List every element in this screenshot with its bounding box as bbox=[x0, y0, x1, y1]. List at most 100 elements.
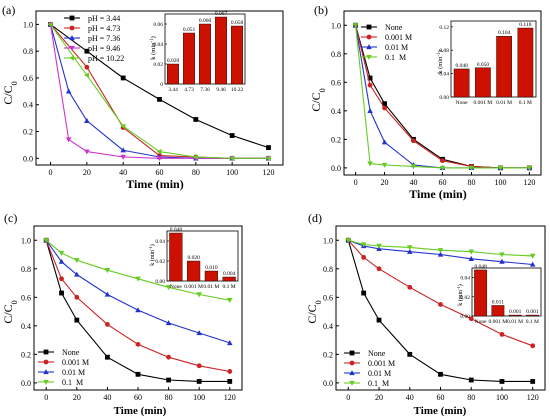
panel-c: (c) 0 20 40 60 80 100 120 0.0 0.2 0.4 0.6 0.8 1.0 Ti… bbox=[1, 211, 243, 417]
data-point bbox=[352, 23, 359, 29]
panel-b-legend: None 0.001 M 0.01 M 0.1 M bbox=[361, 23, 412, 62]
inset-bar-value-label: 0.001 bbox=[526, 309, 539, 315]
legend-label-0-001-m: 0.001 M bbox=[368, 359, 395, 368]
data-point bbox=[105, 322, 110, 327]
legend-label-0-1-m: 0.1 M bbox=[385, 53, 406, 62]
data-point bbox=[438, 371, 443, 377]
x-tick-label: 20 bbox=[375, 393, 383, 402]
inset-category-label: None bbox=[170, 284, 182, 290]
data-point bbox=[499, 252, 505, 258]
data-point bbox=[367, 82, 373, 88]
series-0-01-m bbox=[345, 237, 536, 267]
y-tick-label: 1.0 bbox=[323, 236, 333, 245]
data-point bbox=[499, 379, 505, 384]
y-tick-label: 0.2 bbox=[323, 350, 333, 359]
inset-bar-value-label: 0.001 bbox=[509, 309, 522, 315]
data-point bbox=[468, 316, 474, 322]
inset-bar-value-label: 0.118 bbox=[519, 22, 531, 28]
panel-c-legend: None 0.001 M 0.01 M 0.1 M bbox=[38, 348, 89, 387]
inset-bar-0-1-m bbox=[517, 27, 534, 98]
x-tick-label: 100 bbox=[193, 393, 205, 402]
data-point bbox=[227, 340, 233, 346]
legend-item-0-01-m: 0.01 M bbox=[361, 43, 408, 52]
data-point bbox=[58, 250, 65, 256]
panel-a-y-axis-title: C/C0 bbox=[1, 81, 19, 104]
panel-c-label: (c) bbox=[4, 211, 17, 225]
data-point bbox=[74, 258, 80, 264]
series-ph-3-44 bbox=[48, 21, 271, 150]
legend-item-ph-4-73: pH = 4.73 bbox=[64, 24, 120, 33]
legend-item-ph-7-36: pH = 7.36 bbox=[64, 34, 120, 43]
y-tick-label: 0.4 bbox=[21, 322, 31, 331]
y-tick-label: 0.8 bbox=[331, 50, 341, 59]
data-point bbox=[227, 297, 233, 304]
inset-bar-none bbox=[474, 269, 488, 317]
legend-label-0-001-m: 0.001 M bbox=[62, 358, 89, 367]
data-point bbox=[499, 331, 505, 337]
panel-d-x-axis-title: Time (min) bbox=[414, 405, 467, 417]
x-tick-label: 100 bbox=[496, 393, 508, 402]
legend-marker bbox=[69, 25, 75, 31]
inset-bar-value-label: 0.058 bbox=[231, 20, 244, 26]
x-tick-label: 40 bbox=[119, 168, 127, 177]
data-point bbox=[360, 242, 367, 248]
legend-item-0-001-m: 0.001 M bbox=[361, 33, 412, 42]
x-tick-label: 20 bbox=[83, 168, 91, 177]
data-point bbox=[376, 317, 382, 323]
legend-marker bbox=[366, 24, 372, 30]
data-point bbox=[84, 117, 90, 123]
panel-d-legend: None 0.001 M 0.01 M 0.1 M bbox=[344, 349, 395, 388]
data-point bbox=[196, 363, 202, 369]
x-tick-label: 0 bbox=[354, 178, 358, 187]
inset-bar-0-1-m bbox=[525, 314, 539, 317]
x-tick-label: 0 bbox=[346, 393, 350, 402]
y-tick-label: 0.6 bbox=[331, 78, 341, 87]
y-tick-label: 1.0 bbox=[331, 21, 341, 30]
data-point bbox=[166, 354, 171, 360]
y-tick-label: 0.6 bbox=[21, 293, 31, 302]
data-point bbox=[438, 302, 443, 307]
legend-item-0-1-m: 0.1 M bbox=[38, 378, 83, 387]
series-0-001-m bbox=[345, 237, 536, 349]
legend-marker bbox=[69, 55, 75, 61]
data-point bbox=[83, 72, 90, 79]
panel-c-x-axis-title: Time (min) bbox=[114, 405, 167, 417]
x-tick-label: 60 bbox=[439, 178, 447, 187]
data-point bbox=[526, 165, 533, 171]
x-tick-label: 60 bbox=[437, 393, 445, 402]
x-tick-label: 80 bbox=[467, 178, 475, 187]
data-point bbox=[84, 149, 90, 155]
x-tick-label: 20 bbox=[381, 178, 389, 187]
y-tick-label: 0.0 bbox=[21, 379, 31, 388]
inset-bar-value-label: 0.020 bbox=[187, 255, 200, 261]
panel-b-plot-area: 0 20 40 60 80 100 120 0.0 0.2 0.4 0.6 0.8 1.0 bbox=[331, 10, 542, 187]
inset-bar-3-44 bbox=[167, 63, 179, 85]
inset-bar-7-36 bbox=[199, 23, 211, 85]
x-tick-label: 60 bbox=[134, 393, 142, 402]
data-point bbox=[440, 158, 445, 164]
legend-label-none: None bbox=[368, 349, 386, 358]
series-line bbox=[45, 239, 230, 344]
inset-y-tick-label: 0.00 bbox=[155, 279, 165, 285]
inset-y-tick-label: 0.02 bbox=[153, 62, 163, 68]
panel-b-inset: k (min-1) 0.00 0.04 0.08 0.12 0.048 None 0.050… bbox=[437, 20, 537, 106]
legend-marker bbox=[366, 34, 372, 40]
y-tick-label: 0.6 bbox=[23, 74, 33, 83]
legend-item-0-001-m: 0.001 M bbox=[38, 358, 89, 367]
legend-item-0-1-m: 0.1 M bbox=[361, 53, 406, 62]
inset-bar-10-22 bbox=[231, 25, 243, 85]
data-point bbox=[227, 379, 233, 384]
inset-category-label: 0.001 M bbox=[489, 319, 508, 325]
inset-bar-4-73 bbox=[183, 32, 195, 85]
legend-item-none: None bbox=[344, 349, 386, 358]
data-point bbox=[74, 317, 80, 323]
inset-category-label: 4.73 bbox=[184, 87, 194, 93]
legend-label-0-01-m: 0.01 M bbox=[62, 368, 85, 377]
data-point bbox=[84, 64, 90, 70]
panel-a-inset-y-axis-title: k (min-1) bbox=[150, 36, 158, 60]
panel-a-legend: pH = 3.44 pH = 4.73 pH = 7.36 pH = 9.46 … bbox=[64, 14, 124, 63]
inset-y-tick-label: 0.02 bbox=[460, 295, 470, 301]
data-point bbox=[382, 101, 387, 107]
legend-marker bbox=[43, 379, 49, 385]
